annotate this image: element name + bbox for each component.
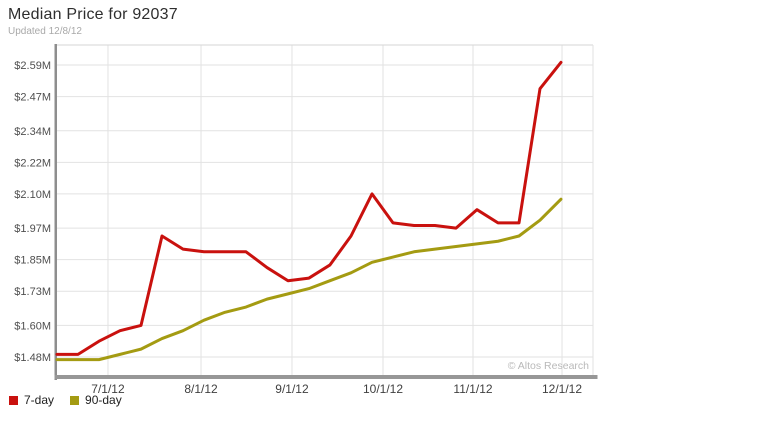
updated-timestamp: Updated 12/8/12 bbox=[8, 26, 82, 37]
y-axis-tick-label: $2.47M bbox=[14, 92, 51, 104]
legend-swatch-7day-icon bbox=[9, 395, 18, 405]
chart-legend: 7-day 90-day bbox=[9, 393, 122, 407]
x-axis-tick-label: 8/1/12 bbox=[184, 382, 218, 396]
y-axis-tick-label: $1.73M bbox=[14, 286, 51, 298]
x-axis-tick-label: 10/1/12 bbox=[363, 382, 403, 396]
x-axis-tick-label: 9/1/12 bbox=[275, 382, 309, 396]
page-title: Median Price for 92037 bbox=[8, 6, 178, 23]
x-axis-tick-label: 11/1/12 bbox=[453, 382, 492, 396]
y-axis-tick-label: $2.59M bbox=[14, 60, 51, 72]
altos-research-watermark: © Altos Research bbox=[508, 360, 589, 372]
y-axis-tick-label: $1.85M bbox=[14, 255, 51, 267]
x-axis-tick-label: 12/1/12 bbox=[542, 382, 582, 396]
plot-border-left bbox=[54, 44, 57, 380]
legend-item-7day: 7-day bbox=[9, 393, 54, 407]
y-axis-tick-label: $1.48M bbox=[14, 352, 51, 364]
legend-label-90day: 90-day bbox=[85, 393, 122, 407]
plot-border-bottom-axis bbox=[54, 375, 598, 379]
x-axis-tick-label: 7/1/12 bbox=[91, 382, 125, 396]
line-90-day bbox=[55, 197, 563, 362]
y-axis-tick-label: $1.97M bbox=[14, 223, 51, 235]
legend-item-90day: 90-day bbox=[70, 393, 122, 407]
legend-label-7day: 7-day bbox=[24, 393, 55, 407]
line-7-day bbox=[55, 60, 563, 356]
y-axis-tick-label: $1.60M bbox=[14, 320, 51, 332]
chart-header: Median Price for 92037 Updated 12/8/12 bbox=[8, 5, 178, 37]
y-axis-tick-label: $2.22M bbox=[14, 157, 51, 169]
y-axis-tick-label: $2.34M bbox=[14, 126, 51, 138]
y-axis-tick-label: $2.10M bbox=[14, 189, 51, 201]
legend-swatch-90day-icon bbox=[70, 395, 80, 405]
